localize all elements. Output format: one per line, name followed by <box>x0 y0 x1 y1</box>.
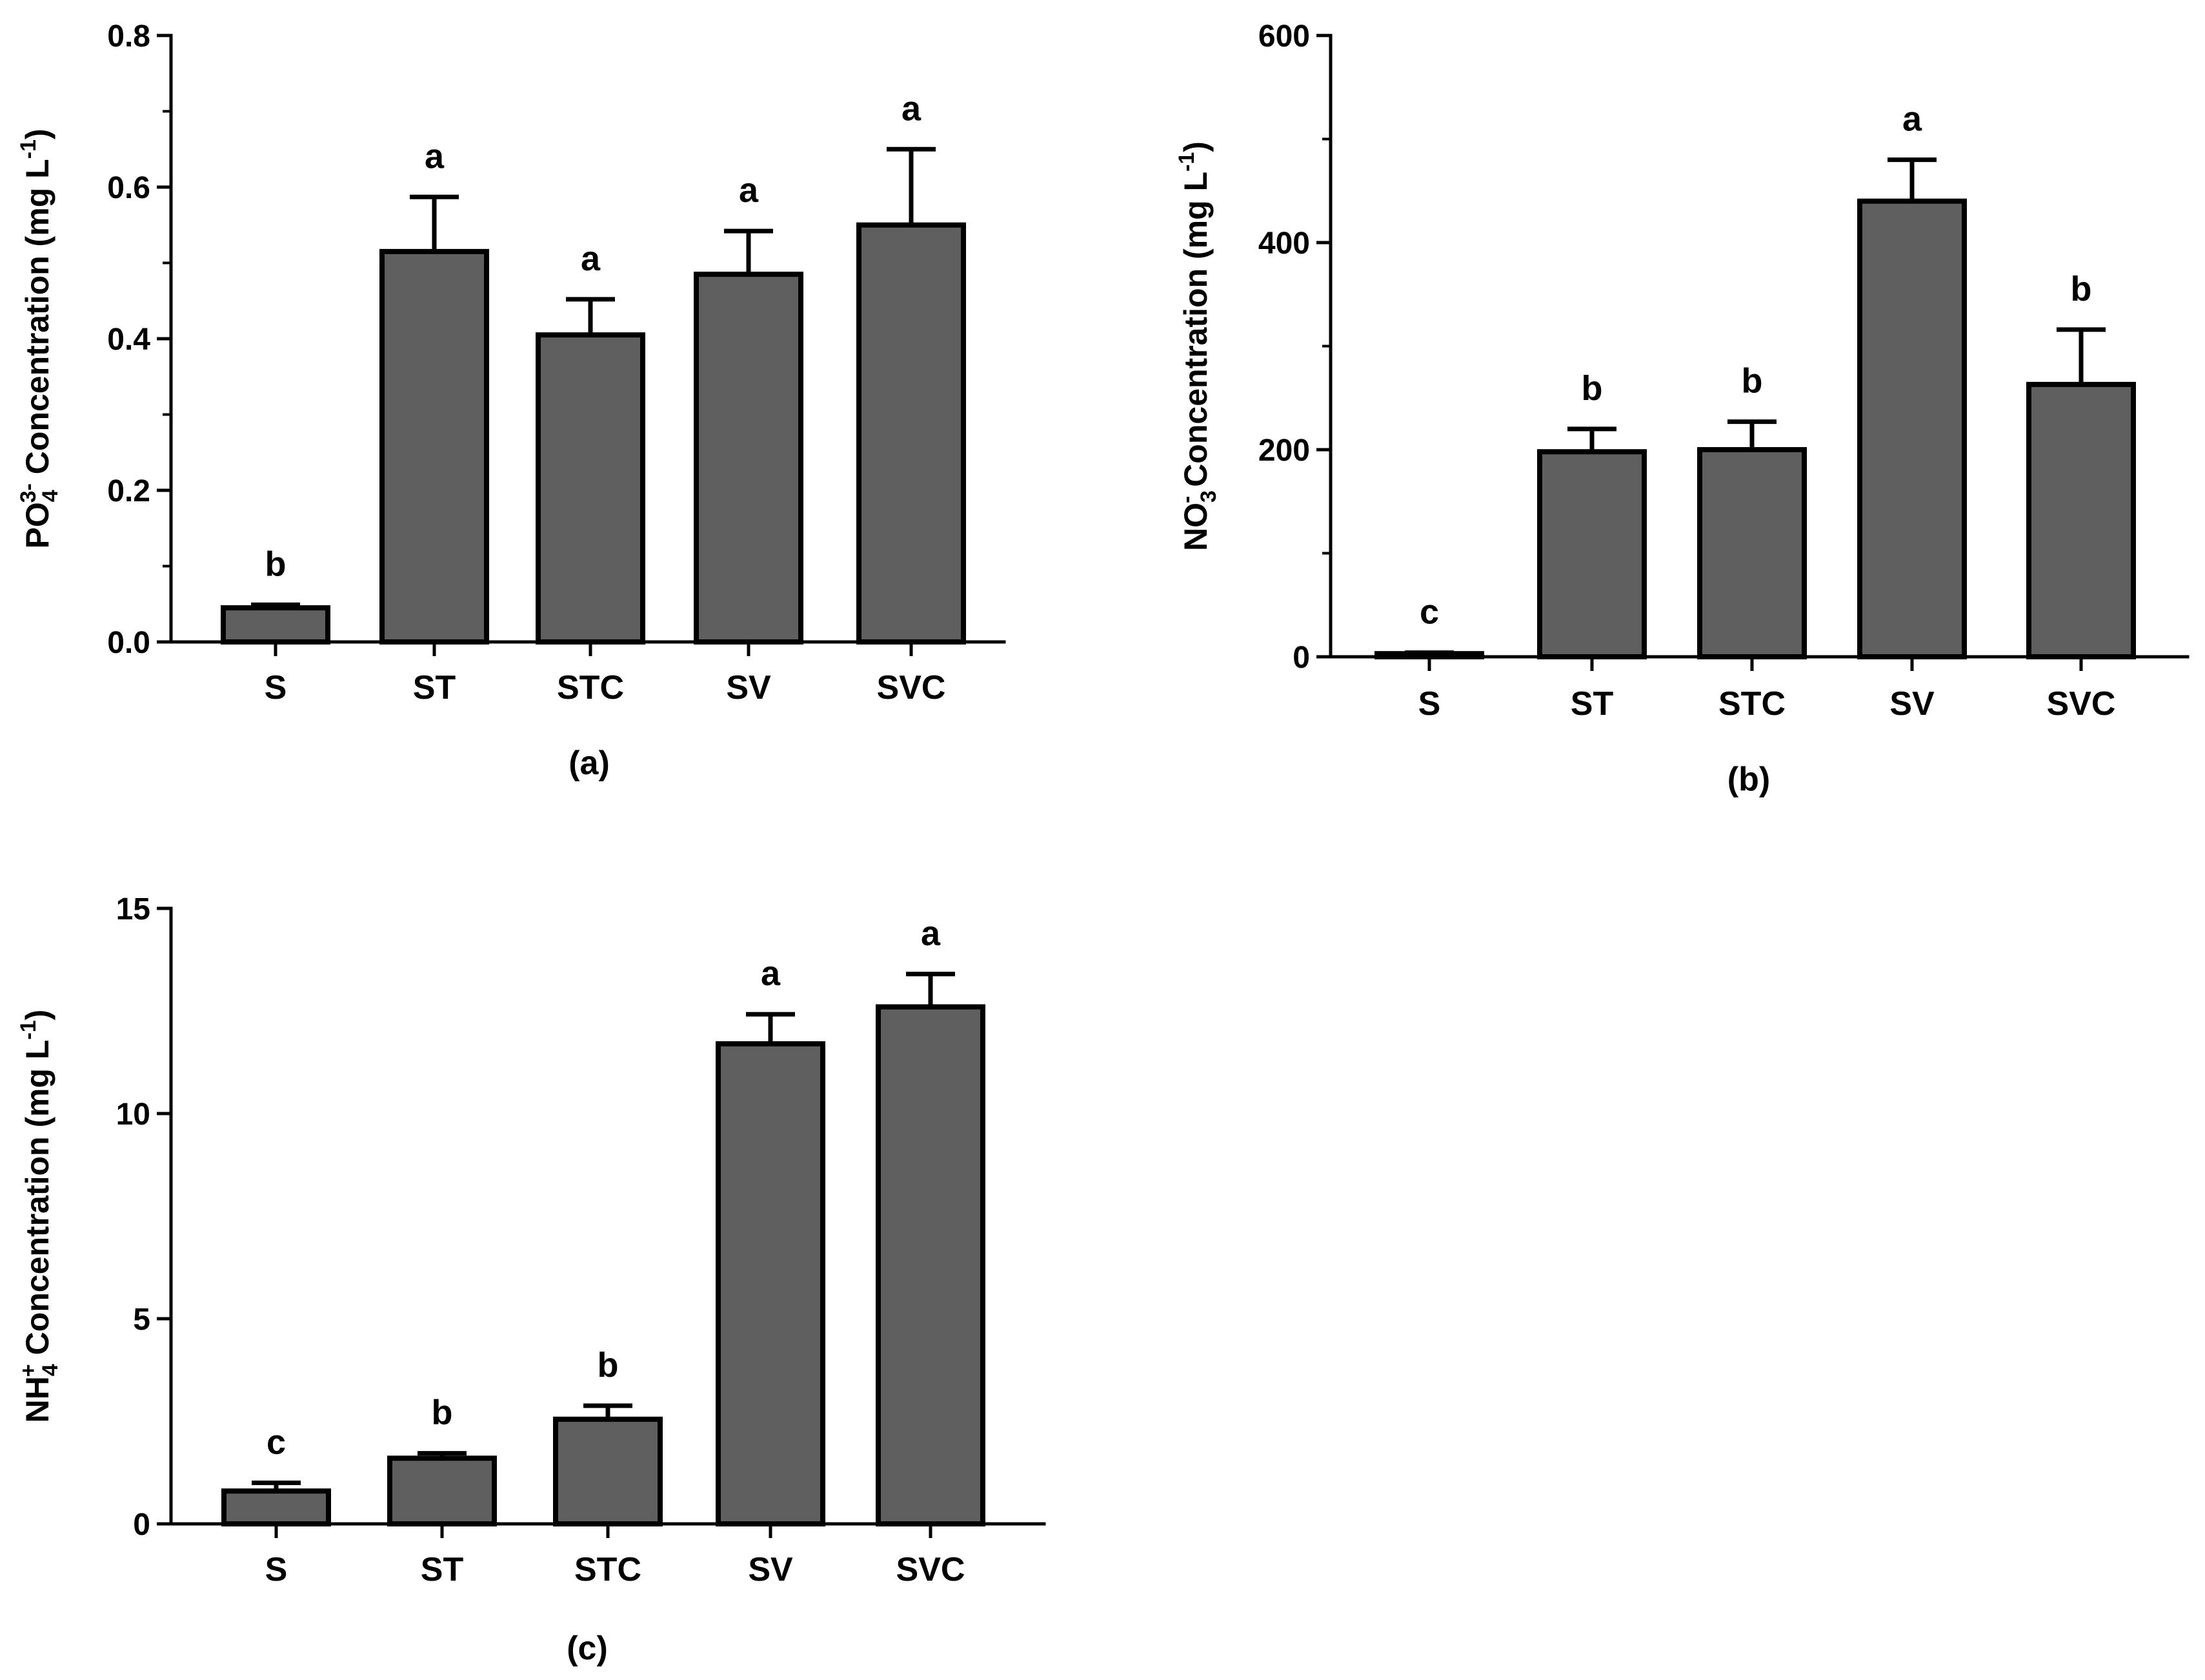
y-axis-label-part: 4 <box>38 490 63 502</box>
x-tick-label: S <box>265 669 287 706</box>
y-tick-label: 200 <box>1258 434 1310 468</box>
bar-sv <box>694 272 803 645</box>
y-axis-label: NH4+ Concentration (mg L-1) <box>16 1010 63 1423</box>
y-axis-label-part: 3 <box>1196 490 1221 503</box>
bar-st <box>1537 449 1647 660</box>
y-tick-label: 600 <box>1258 19 1310 54</box>
significance-letter: b <box>1582 369 1603 408</box>
panel-label: (b) <box>1727 761 1770 798</box>
significance-letter: c <box>1420 593 1439 632</box>
significance-letter: b <box>2071 270 2092 308</box>
y-axis-label-part: Concentration (mg L <box>19 1040 55 1365</box>
x-tick-label: SVC <box>2047 685 2116 723</box>
y-axis-label-part: -1 <box>16 1020 41 1039</box>
y-axis-label: PO43- Concentration (mg L-1) <box>16 128 63 548</box>
y-tick-label: 0.2 <box>107 474 150 508</box>
significance-letter: c <box>267 1423 286 1461</box>
y-axis-label-part: -1 <box>16 139 41 159</box>
x-tick-label: STC <box>574 1551 641 1588</box>
y-tick-label: 0.8 <box>107 19 150 54</box>
significance-letter: a <box>1902 100 1922 139</box>
y-tick-label: 0.6 <box>107 171 150 205</box>
y-axis-label-part: Concentration (mg L <box>19 159 55 483</box>
bar-s <box>221 1488 331 1527</box>
bar-sv <box>1857 198 1967 659</box>
x-tick-label: ST <box>421 1551 464 1588</box>
y-axis-label-part: ) <box>19 128 55 139</box>
y-axis-label-part: 3- <box>16 483 41 503</box>
y-axis-label-part: NO <box>1178 503 1214 551</box>
significance-letter: b <box>432 1394 453 1432</box>
bar-s <box>221 605 330 645</box>
y-tick-label: 0 <box>1293 641 1310 675</box>
significance-letter: b <box>265 545 287 583</box>
x-tick-label: STC <box>557 669 624 706</box>
y-tick-label: 10 <box>116 1097 150 1132</box>
significance-letter: b <box>1742 362 1763 401</box>
x-tick-label: S <box>1418 685 1441 723</box>
x-tick-label: SV <box>748 1551 793 1588</box>
chart-panel-b: 0 200 400 600 Sc ST b STC b SV a SVC b (b) NO3- Concen… <box>1174 19 2190 798</box>
y-axis-label-part: 4 <box>38 1364 63 1376</box>
x-tick-label: SV <box>1889 685 1935 723</box>
y-axis-label-part: -1 <box>1174 152 1199 172</box>
panel-label: (a) <box>569 745 610 782</box>
bar-svc <box>2026 381 2136 659</box>
y-axis-label-part: ) <box>19 1010 55 1021</box>
x-tick-label: SV <box>726 669 771 706</box>
bar-svc <box>856 222 966 645</box>
y-axis-label-part: Concentration (mg L <box>1178 172 1214 496</box>
y-tick-label: 5 <box>133 1303 150 1337</box>
y-tick-label: 0.0 <box>107 626 150 660</box>
significance-letter: a <box>739 171 759 210</box>
y-axis-label-part: ) <box>1178 141 1214 152</box>
significance-letter: a <box>921 914 941 953</box>
significance-letter: a <box>581 239 601 278</box>
y-axis-label-part: NH <box>19 1376 55 1423</box>
bar-st <box>379 248 489 645</box>
y-tick-label: 0 <box>133 1508 150 1542</box>
panel-label: (c) <box>567 1630 608 1667</box>
y-tick-label: 0.4 <box>107 323 150 357</box>
x-tick-label: ST <box>413 669 456 706</box>
bar-st <box>387 1455 497 1526</box>
bar-svc <box>876 1004 985 1526</box>
significance-letter: a <box>901 89 921 128</box>
x-tick-label: S <box>265 1551 288 1588</box>
y-axis-label: NO3- Concentration (mg L-1) <box>1174 141 1221 551</box>
y-axis-label-part: PO <box>19 502 55 548</box>
bar-stc <box>536 332 645 645</box>
x-tick-label: ST <box>1571 685 1614 723</box>
y-tick-label: 400 <box>1258 226 1310 261</box>
bar-stc <box>553 1416 663 1527</box>
x-tick-label: SVC <box>877 669 946 706</box>
significance-letter: a <box>425 137 445 175</box>
x-tick-label: SVC <box>896 1551 965 1588</box>
chart-panel-a: 0.0 0.2 0.4 0.6 0.8 Sb ST a STC a SV a SVC a (a) PO43- … <box>16 19 1006 782</box>
significance-letter: a <box>761 954 781 993</box>
significance-letter: b <box>598 1346 619 1385</box>
y-axis-label-part: - <box>1174 496 1199 503</box>
chart-panel-c: 0 5 10 15 Sc ST b STC b SV a SVC a (c) NH4+ Concentrat… <box>16 892 1046 1667</box>
bar-s <box>1374 651 1484 659</box>
bar-sv <box>716 1041 825 1526</box>
y-tick-label: 15 <box>116 892 150 926</box>
x-tick-label: STC <box>1718 685 1786 723</box>
y-axis-label-part: + <box>16 1364 41 1377</box>
bar-stc <box>1697 447 1807 659</box>
